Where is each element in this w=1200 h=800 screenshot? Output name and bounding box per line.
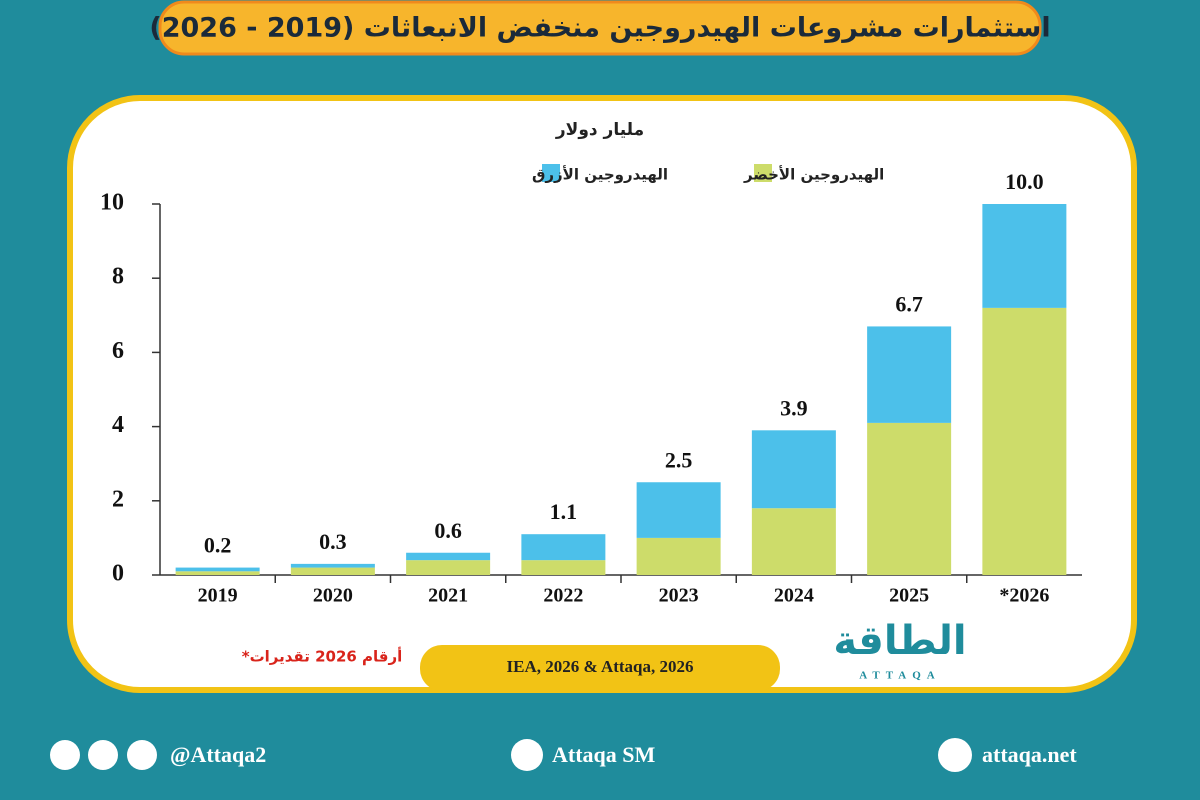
bar-segment [867,422,952,575]
legend-swatch [542,164,560,182]
bar-segment [406,552,491,561]
web-icon [938,738,972,772]
total-label: 10.0 [1005,169,1044,194]
y-tick-label: 6 [112,338,124,364]
chart-title: استثمارات مشروعات الهيدروجين منخفض الانب… [149,13,1050,44]
source: IEA, 2026 & Attaqa, 2026 [506,657,693,676]
x-tick-label: 2021 [428,585,468,607]
bar-segment [175,571,260,575]
bar-segment [982,307,1067,575]
x-tick-label: 2019 [198,585,238,607]
note: *أرقام 2026 تقديرات [242,647,403,666]
x-tick-label: *2026 [999,585,1049,607]
title-banner [158,0,1042,56]
legend-swatch [754,164,772,182]
bar-segment [636,537,721,575]
y-tick-label: 2 [112,486,124,512]
x-tick-label: 2022 [543,585,583,607]
bar-segment [290,567,375,575]
x-icon [50,740,80,770]
legend-label: الهيدروجين الأخضر [743,166,884,184]
y-tick-label: 8 [112,264,124,290]
facebook-icon [127,740,157,770]
total-label: 0.2 [204,533,232,558]
total-label: 2.5 [665,447,693,472]
bar-segment [521,534,606,561]
total-label: 6.7 [895,291,923,316]
bar-segment [982,204,1067,308]
bar-segment [406,560,491,575]
total-label: 0.6 [434,518,462,543]
social-handle: @Attaqa2 [170,742,266,767]
total-label: 3.9 [780,395,808,420]
bar-segment [521,560,606,575]
bar-segment [290,563,375,568]
youtube-icon [511,739,543,771]
x-tick-label: 2023 [659,585,699,607]
x-tick-label: 2020 [313,585,353,607]
y-tick-label: 0 [112,561,124,587]
youtube-handle: Attaqa SM [552,742,656,767]
website: attaqa.net [982,742,1077,767]
y-tick-label: 4 [112,412,124,438]
x-tick-label: 2025 [889,585,929,607]
bar-segment [751,430,836,509]
bar-segment [751,508,836,575]
bar-segment [636,482,721,538]
unit-label: مليار دولار [555,120,644,140]
x-tick-label: 2024 [774,585,814,607]
instagram-icon [88,740,118,770]
bar-segment [175,567,260,572]
total-label: 0.3 [319,529,347,554]
legend-label: الهيدروجين الأزرق [532,166,668,184]
y-tick-label: 10 [100,190,124,216]
logo: الطاقة [833,618,966,664]
logo-latin: ATTAQA [859,670,940,682]
bar-segment [867,326,952,423]
source-banner [420,645,780,691]
total-label: 1.1 [550,499,578,524]
